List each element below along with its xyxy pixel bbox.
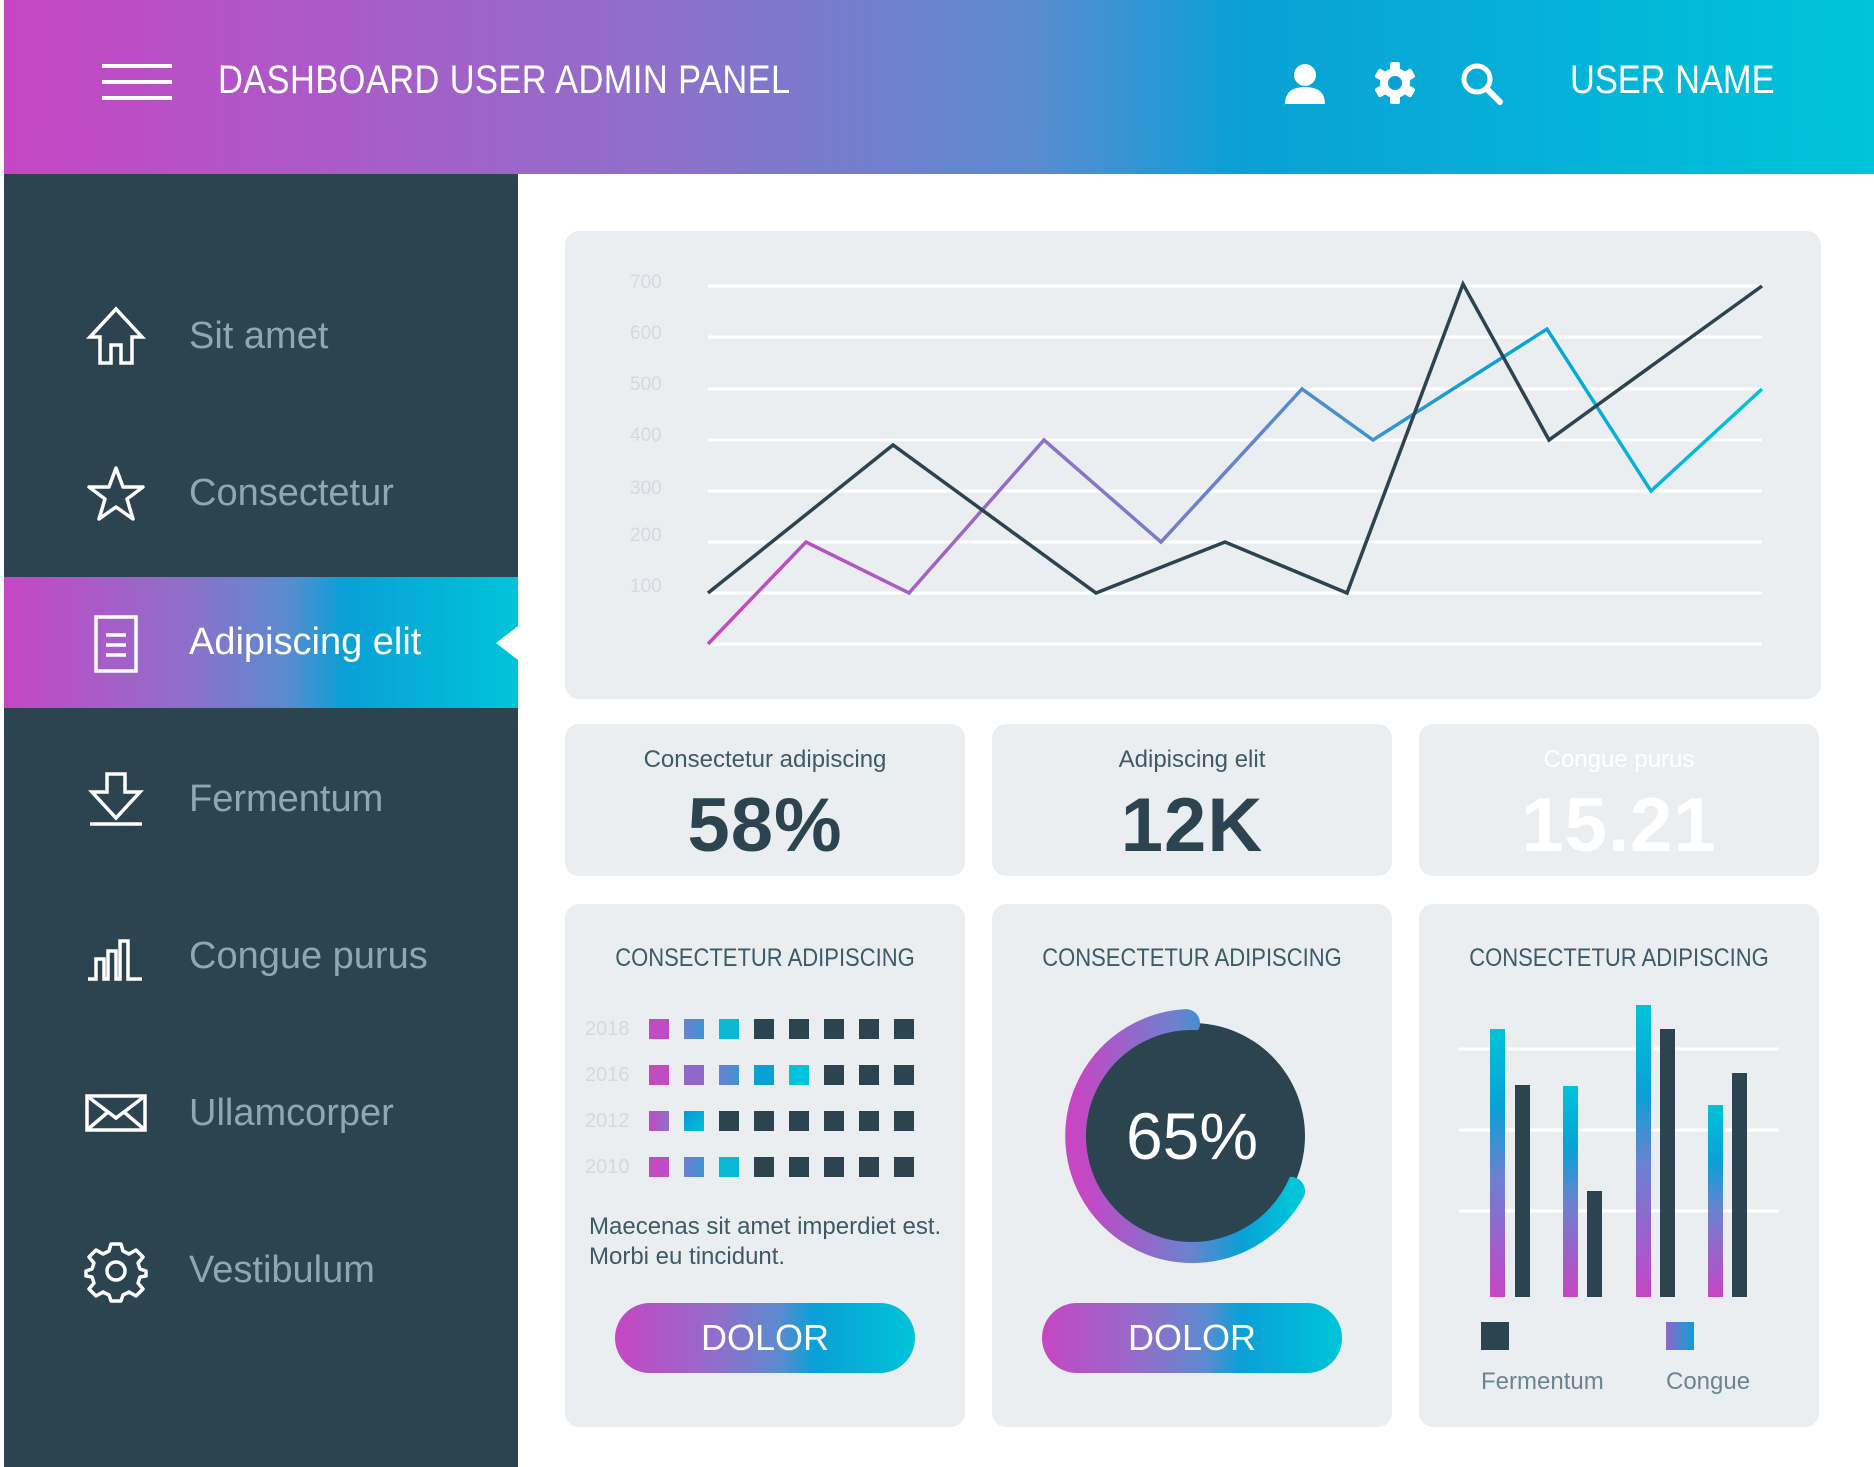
year-label: 2016: [585, 1063, 630, 1086]
dolor-button[interactable]: DOLOR: [1042, 1303, 1342, 1373]
stat-value: 58%: [687, 783, 843, 868]
series-gradient: [706, 326, 1764, 646]
bar-chart: [1459, 1005, 1779, 1297]
dot-matrix-card: CONSECTETUR ADIPISCING 2018 2016 2012 20…: [565, 904, 965, 1427]
sidebar-item-label: Fermentum: [189, 778, 384, 820]
search-icon[interactable]: [1458, 60, 1504, 106]
stat-card-adipiscing: Adipiscing elit 12K: [992, 724, 1392, 876]
series-dark: [706, 279, 1764, 596]
star-icon: [87, 465, 145, 521]
legend-congue: Congue: [1666, 1322, 1750, 1396]
mail-icon: [85, 1093, 147, 1132]
legend-label: Congue: [1666, 1368, 1751, 1395]
bar-chart-card: CONSECTETUR ADIPISCING Fermentum: [1419, 904, 1819, 1427]
line-chart: 700 600 500 400 300 200 100: [630, 272, 1764, 646]
donut-value: 65%: [1126, 1099, 1258, 1173]
sidebar-item-adipiscing-elit[interactable]: Adipiscing elit: [4, 577, 518, 708]
svg-text:500: 500: [630, 374, 662, 395]
sidebar-item-label: Sit amet: [189, 315, 329, 357]
sidebar-item-sit-amet[interactable]: Sit amet: [4, 271, 518, 402]
sidebar-item-vestibulum[interactable]: Vestibulum: [4, 1205, 518, 1336]
donut-card: CONSECTETUR ADIPISCING 65% DOLOR: [992, 904, 1392, 1427]
document-icon: [94, 614, 138, 673]
sidebar-item-label: Consectetur: [189, 472, 394, 514]
stat-card-consectetur: Consectetur adipiscing 58%: [565, 724, 965, 876]
user-name[interactable]: USER NAME: [1570, 58, 1775, 102]
legend-fermentum: Fermentum: [1481, 1322, 1604, 1396]
dot-row-2012: 2012: [585, 1110, 929, 1132]
gear-icon[interactable]: [1372, 60, 1418, 106]
widget-title: CONSECTETUR ADIPISCING: [615, 944, 915, 972]
bar-chart-icon: [88, 938, 142, 981]
legend-swatch: [1481, 1322, 1509, 1350]
sidebar-item-congue-purus[interactable]: Congue purus: [4, 891, 518, 1022]
sidebar-item-label: Congue purus: [189, 935, 428, 977]
dot-row-2010: 2010: [585, 1156, 929, 1178]
svg-text:600: 600: [630, 323, 662, 344]
widget-title: CONSECTETUR ADIPISCING: [1469, 944, 1769, 972]
sidebar-item-label: Vestibulum: [189, 1249, 375, 1291]
app-title: DASHBOARD USER ADMIN PANEL: [218, 58, 791, 102]
widget-title: CONSECTETUR ADIPISCING: [1042, 944, 1342, 972]
year-label: 2018: [585, 1017, 630, 1040]
sidebar-item-label: Ullamcorper: [189, 1092, 394, 1134]
gridlines: [1459, 1047, 1779, 1213]
top-header: DASHBOARD USER ADMIN PANEL USER NAME: [4, 0, 1874, 174]
settings-icon: [84, 1241, 148, 1303]
donut-chart: 65%: [1065, 1009, 1306, 1263]
year-label: 2010: [585, 1155, 630, 1178]
hamburger-icon[interactable]: [102, 64, 172, 100]
svg-text:700: 700: [630, 272, 662, 293]
stat-label: Consectetur adipiscing: [643, 746, 887, 773]
line-chart-card: 700 600 500 400 300 200 100: [565, 231, 1821, 699]
dolor-button[interactable]: DOLOR: [615, 1303, 915, 1373]
stat-value: 15.21: [1521, 783, 1717, 868]
svg-text:100: 100: [630, 576, 662, 597]
y-axis-labels: 700 600 500 400 300 200 100: [630, 272, 662, 597]
dot-row-2016: 2016: [585, 1064, 929, 1086]
stat-label: Congue purus: [1543, 746, 1695, 773]
svg-text:200: 200: [630, 525, 662, 546]
sidebar-item-ullamcorper[interactable]: Ullamcorper: [4, 1048, 518, 1179]
dot-row-2018: 2018: [585, 1018, 929, 1040]
stat-value: 12K: [1120, 783, 1264, 868]
legend-swatch: [1666, 1322, 1694, 1350]
sidebar-item-fermentum[interactable]: Fermentum: [4, 734, 518, 865]
home-icon: [85, 305, 147, 365]
bars: [1490, 1005, 1747, 1297]
sidebar-item-consectetur[interactable]: Consectetur: [4, 428, 518, 559]
download-icon: [88, 771, 144, 826]
sidebar-item-label: Adipiscing elit: [189, 621, 422, 663]
svg-text:400: 400: [630, 425, 662, 446]
widget-description: Maecenas sit amet imperdiet est. Morbi e…: [589, 1213, 942, 1270]
year-label: 2012: [585, 1109, 630, 1132]
svg-text:300: 300: [630, 478, 662, 499]
user-icon[interactable]: [1282, 60, 1328, 106]
stat-label: Adipiscing elit: [1118, 746, 1266, 773]
sidebar: Sit amet Consectetur Adipiscing elit Fer…: [4, 174, 518, 1467]
legend-label: Fermentum: [1481, 1368, 1604, 1395]
stat-card-congue-purus: Congue purus 15.21: [1419, 724, 1819, 876]
